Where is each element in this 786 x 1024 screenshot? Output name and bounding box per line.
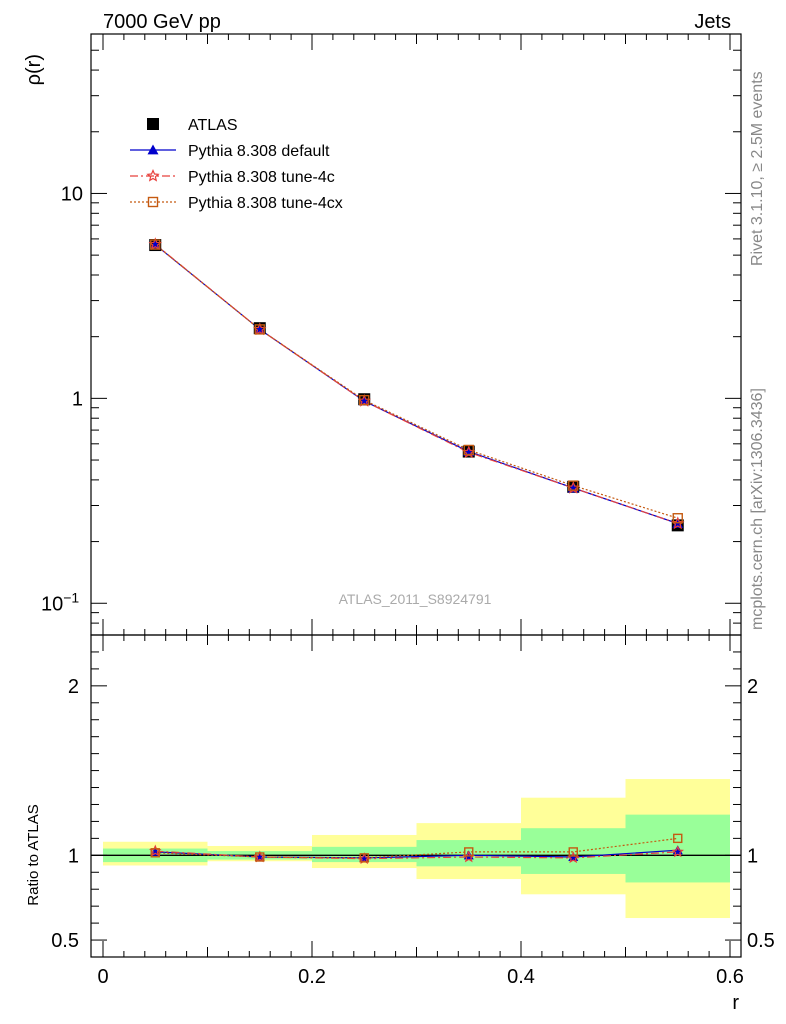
legend-marker-default [147, 144, 159, 155]
main-y-axis-label: ρ(r) [23, 54, 45, 85]
data-point-tune4cx [672, 513, 683, 524]
data-point-tune4cx [359, 394, 370, 406]
header-left: 7000 GeV pp [103, 11, 221, 33]
series-line-tune4c [154, 243, 678, 525]
y-tick-label: 10 [61, 183, 83, 205]
side-label-bottom: mcplots.cern.ch [arXiv:1306.3436] [749, 388, 766, 630]
legend-label: ATLAS [188, 117, 238, 134]
data-point-tune4cx [254, 324, 265, 335]
series-line-tune4cx [154, 244, 678, 519]
y-tick-exponent: −1 [63, 589, 79, 605]
ratio-point-tune4cx [255, 852, 265, 862]
ratio-point-tune4cx [150, 848, 160, 858]
legend-marker-tune4c [146, 168, 160, 182]
header-right: Jets [694, 11, 731, 33]
legend-marker-tune4cx [147, 196, 159, 208]
ratio-panel: 0.5 0.5 1 1 2 2 0 0.2 0.4 0.6 r Ratio to ATLAS [25, 634, 775, 1014]
ratio-y-tick-label: 0.5 [51, 930, 79, 952]
series-line-default [154, 244, 678, 525]
ratio-y-tick-label: 2 [68, 676, 79, 698]
ratio-y-tick-label-right: 2 [747, 676, 758, 698]
main-panel: 10 1 10−1 ρ(r) [23, 33, 742, 636]
ratio-point-tune4cx [464, 847, 474, 857]
side-label-top: Rivet 3.1.10, ≥ 2.5M events [749, 71, 766, 266]
x-tick-label: 0.2 [298, 966, 326, 988]
analysis-watermark: ATLAS_2011_S8924791 [339, 591, 492, 607]
ratio-point-tune4cx [568, 847, 578, 857]
x-tick-label: 0.6 [716, 966, 744, 988]
legend-label: Pythia 8.308 tune-4cx [188, 195, 343, 212]
x-axis-label: r [732, 992, 739, 1014]
x-tick-label: 0 [97, 966, 108, 988]
ratio-y-tick-label-right: 0.5 [747, 930, 775, 952]
data-point-tune4cx [150, 239, 161, 250]
legend-marker-atlas [147, 118, 159, 130]
y-tick-label: 10−1 [41, 589, 79, 615]
data-point-tune4cx [463, 444, 474, 456]
legend: ATLAS Pythia 8.308 default Pythia 8.308 tu… [130, 117, 343, 212]
legend-label: Pythia 8.308 tune-4c [188, 169, 335, 186]
ratio-y-tick-label: 1 [68, 845, 79, 867]
ratio-line-tune4cx [155, 837, 678, 859]
ratio-y-axis-label: Ratio to ATLAS [25, 804, 42, 905]
ratio-line-tune4c [155, 850, 678, 860]
y-tick-label: 1 [72, 388, 83, 410]
ratio-y-tick-label-right: 1 [747, 845, 758, 867]
ratio-point-tune4cx [359, 853, 369, 863]
x-tick-label: 0.4 [507, 966, 535, 988]
ratio-point-tune4c [671, 845, 684, 858]
ratio-point-tune4cx [673, 833, 683, 844]
data-point-tune4cx [568, 480, 579, 491]
uncertainty-band-inner [521, 828, 626, 874]
legend-label: Pythia 8.308 default [188, 143, 330, 160]
